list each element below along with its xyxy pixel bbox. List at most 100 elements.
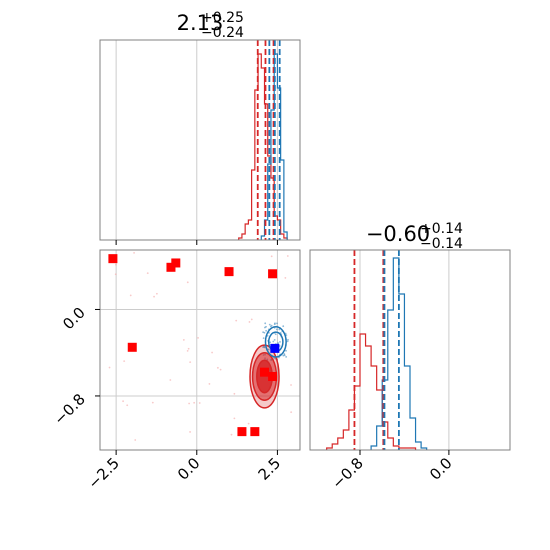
joint-sample-point — [235, 319, 238, 322]
joint-sample-point — [123, 360, 126, 363]
joint-sample-point-blue — [279, 341, 281, 343]
joint-sample-point-blue — [268, 323, 271, 326]
joint-sample-point — [216, 366, 219, 369]
joint-sample-point-blue — [269, 325, 272, 328]
param2-xtick-label: 0.0 — [426, 454, 456, 484]
param2-panel-background — [310, 250, 510, 450]
joint-sample-point — [146, 272, 149, 275]
joint-sample-point — [284, 277, 287, 279]
param1-panel-background — [100, 40, 300, 240]
joint-sample-point — [290, 384, 292, 386]
joint-sample-point — [211, 351, 213, 354]
param2-title: −0.60 — [366, 222, 430, 246]
param1-title: 2.13 — [177, 11, 224, 35]
joint-sample-point — [186, 281, 189, 284]
joint-sample-point — [219, 368, 222, 371]
param1-title-value: 2.13 — [177, 11, 224, 35]
joint-sample-point — [233, 417, 236, 420]
param2-ticks: −0.8 0.0 — [328, 450, 456, 493]
joint-sample-point — [187, 347, 190, 350]
joint-marker-red — [260, 367, 270, 377]
joint-sample-point — [247, 422, 250, 425]
joint-sample-point-blue — [263, 331, 266, 334]
joint-sample-point-blue — [278, 328, 281, 331]
joint-sample-point — [126, 404, 129, 407]
joint-sample-point-blue — [285, 355, 288, 358]
joint-sample-point — [198, 402, 201, 404]
joint-marker-red — [224, 267, 234, 277]
joint-marker-red — [127, 342, 137, 352]
joint-sample-point — [250, 318, 253, 321]
param1-title-upper-error: +0.25 — [201, 10, 244, 26]
joint-xtick-label: 2.5 — [255, 454, 285, 484]
joint-sample-point — [208, 383, 211, 385]
joint-sample-point-blue — [265, 329, 268, 332]
joint-sample-point-blue — [274, 333, 277, 336]
joint-sample-point-blue — [275, 328, 278, 331]
joint-sample-point-blue — [285, 349, 287, 352]
joint-scatter-panel: −2.5 0.0 2.5 0.0 −0.8 — [50, 249, 301, 493]
param2-title-value: −0.60 — [366, 222, 430, 246]
joint-sample-point-blue — [282, 325, 285, 328]
joint-sample-point — [290, 411, 293, 414]
param2-histogram-blue — [370, 257, 428, 450]
param2-title-upper-error: +0.14 — [420, 221, 463, 237]
joint-sample-point — [197, 336, 199, 339]
joint-sample-point — [270, 255, 273, 258]
joint-sample-point-blue — [282, 354, 285, 357]
joint-marker-red — [237, 427, 247, 437]
param1-title-lower-error: −0.24 — [201, 25, 244, 41]
joint-sample-point — [151, 401, 154, 404]
param2-histogram-red — [326, 333, 417, 450]
joint-sample-point — [193, 401, 196, 404]
param1-marginal-panel: 2.13 +0.25 −0.24 — [99, 10, 301, 245]
joint-sample-point-blue — [269, 341, 272, 344]
joint-sample-point — [115, 263, 117, 266]
joint-xtick-label: −2.5 — [84, 454, 122, 492]
joint-sample-point — [188, 402, 191, 405]
param2-quantile-lines — [353, 250, 400, 450]
joint-panel-frame — [99, 249, 301, 451]
joint-sample-point-blue — [276, 322, 278, 325]
joint-sample-point — [114, 273, 117, 276]
param1-ticks — [115, 240, 278, 245]
joint-marker-red — [268, 371, 278, 381]
joint-sample-point — [169, 379, 172, 381]
joint-sample-point — [155, 292, 158, 295]
joint-markers — [108, 254, 280, 437]
joint-sample-point — [133, 251, 135, 254]
joint-sample-point — [189, 431, 191, 433]
param1-quantile-lines — [256, 40, 281, 240]
joint-sample-point-blue — [262, 337, 265, 339]
param2-marginal-panel: −0.8 0.0 −0.60 +0.14 −0.14 — [309, 221, 511, 493]
param1-panel-frame — [99, 39, 301, 241]
joint-sample-point — [122, 400, 124, 403]
joint-sample-point-blue — [287, 338, 289, 341]
param2-histograms — [326, 257, 428, 450]
joint-marker-blue — [270, 343, 280, 353]
param2-title-lower-error: −0.14 — [420, 236, 463, 252]
joint-sample-point — [129, 294, 132, 297]
joint-sample-point — [286, 255, 289, 257]
param2-panel-frame — [309, 249, 511, 451]
joint-sample-point-blue — [262, 331, 265, 334]
joint-marker-red — [166, 262, 176, 272]
joint-sample-point — [153, 295, 155, 298]
joint-sample-point — [233, 392, 236, 395]
joint-sample-point — [248, 321, 251, 323]
joint-sample-point — [186, 349, 189, 352]
joint-sample-point — [108, 366, 111, 369]
joint-sample-point — [230, 433, 233, 436]
joint-sample-point — [189, 361, 192, 364]
joint-contour-blue-0 — [264, 326, 287, 358]
joint-ytick-label: 0.0 — [59, 304, 89, 334]
joint-ytick-label: −0.8 — [50, 390, 88, 428]
joint-marker-red — [250, 427, 260, 437]
joint-sample-point-blue — [265, 325, 267, 328]
joint-marker-red — [171, 258, 181, 268]
joint-sample-point-blue — [264, 322, 267, 325]
param2-xtick-label: −0.8 — [328, 454, 366, 492]
joint-marker-red — [108, 254, 118, 264]
joint-sample-points — [108, 251, 293, 441]
